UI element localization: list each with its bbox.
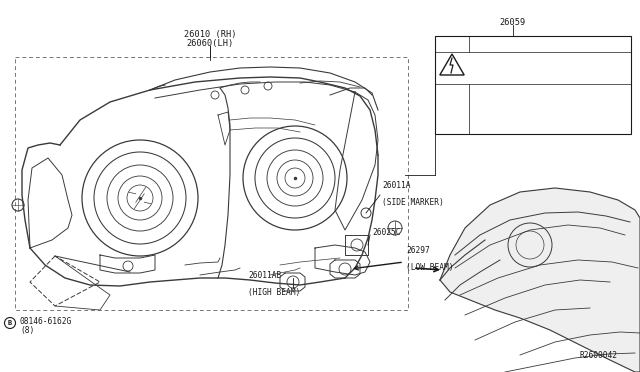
Text: 26297: 26297 bbox=[406, 246, 429, 255]
Text: (LOW BEAM): (LOW BEAM) bbox=[406, 263, 454, 272]
Text: (SIDE MARKER): (SIDE MARKER) bbox=[382, 198, 444, 207]
Text: WARNING: WARNING bbox=[473, 39, 516, 49]
Text: 26025C: 26025C bbox=[372, 228, 401, 237]
Text: 08146-6162G: 08146-6162G bbox=[20, 317, 72, 326]
Text: XENON HEADLAMPS: XENON HEADLAMPS bbox=[517, 41, 580, 47]
Text: 26010 (RH): 26010 (RH) bbox=[184, 29, 236, 38]
Text: 26011AB: 26011AB bbox=[248, 271, 281, 280]
Text: (HIGH BEAM): (HIGH BEAM) bbox=[248, 288, 300, 297]
Text: TO AVOID DEATH OR SERIOUS INJURY: TO AVOID DEATH OR SERIOUS INJURY bbox=[472, 55, 584, 60]
Text: DISCONNECT THE POWER SOURCE: DISCONNECT THE POWER SOURCE bbox=[472, 84, 566, 89]
Text: BEFORE POWER SWITCH IS TURNED OFF.: BEFORE POWER SWITCH IS TURNED OFF. bbox=[472, 77, 591, 81]
Text: TOUCH THE BULB SOCKETS OR CABLES: TOUCH THE BULB SOCKETS OR CABLES bbox=[472, 70, 584, 74]
Text: FROM ELECTRICAL SHOCK - DO NOT: FROM ELECTRICAL SHOCK - DO NOT bbox=[472, 62, 577, 67]
Bar bbox=[435, 36, 631, 134]
Text: B: B bbox=[8, 320, 12, 326]
Text: HIGH
VOLTAGE: HIGH VOLTAGE bbox=[439, 96, 465, 106]
Text: 26011A: 26011A bbox=[382, 181, 410, 190]
Polygon shape bbox=[440, 188, 640, 372]
Text: (8): (8) bbox=[20, 326, 35, 334]
Text: R2600042: R2600042 bbox=[579, 350, 617, 359]
Text: 26060(LH): 26060(LH) bbox=[186, 38, 234, 48]
Text: CONNECTOR BEFORE CHANGING THE: CONNECTOR BEFORE CHANGING THE bbox=[472, 91, 573, 96]
Text: 26059: 26059 bbox=[500, 17, 526, 26]
Text: DISCHARGE BULB.              NISSAN: DISCHARGE BULB. NISSAN bbox=[472, 98, 595, 103]
